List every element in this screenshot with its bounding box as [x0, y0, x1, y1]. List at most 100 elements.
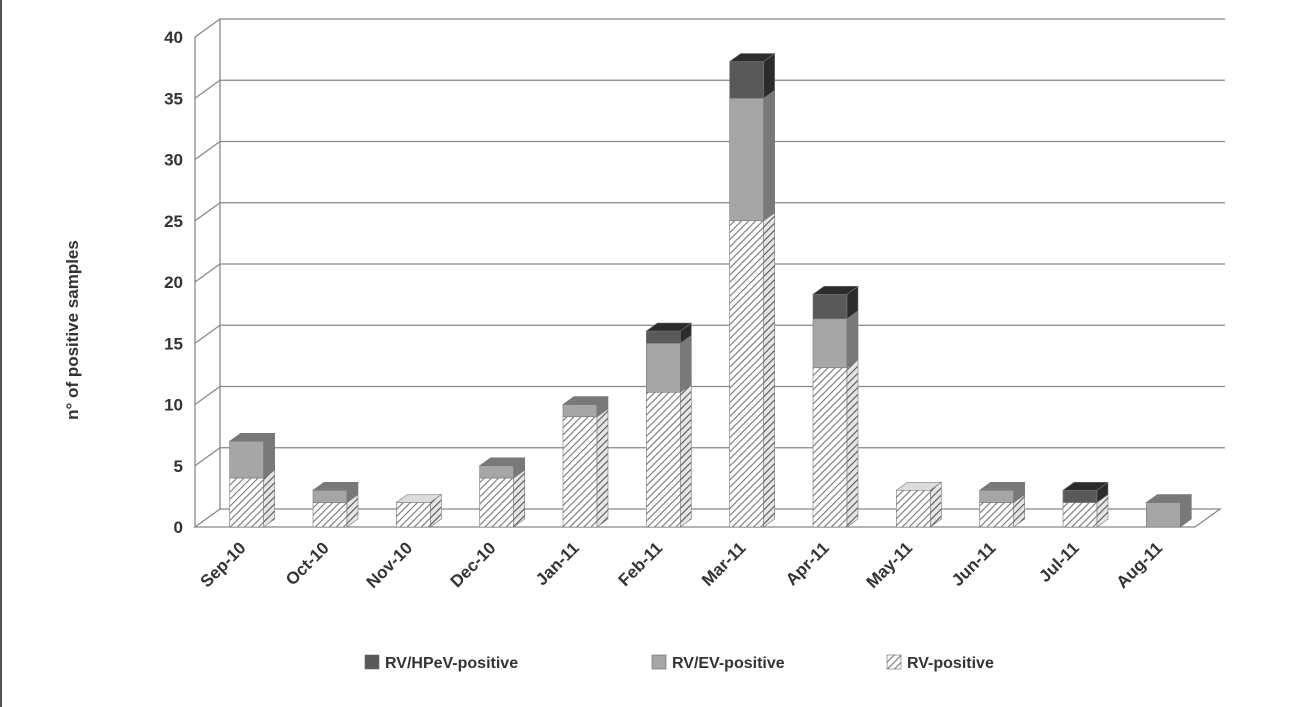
- x-tick-label: Aug-11: [1113, 538, 1167, 592]
- x-tick-label: Feb-11: [615, 538, 667, 590]
- x-tick-label: May-11: [863, 538, 917, 592]
- bar-group-oct-10: [312, 481, 359, 528]
- y-axis: 0 5 10 15 20 25 30 35 40: [164, 28, 183, 537]
- gridline: [194, 263, 1225, 283]
- bar-jun-11-rv-ev-positive: [979, 489, 1014, 503]
- x-tick-label: Jan-11: [532, 538, 583, 589]
- x-tick-label: Oct-10: [282, 538, 333, 589]
- x-tick-label: Jul-11: [1035, 538, 1083, 586]
- bar-group-may-11: [895, 481, 943, 528]
- bar-feb-11-rv-hpev-positive: [646, 330, 681, 344]
- bar-mar-11-rv-hpev-positive-top: [728, 53, 776, 62]
- bar-group-aug-11: [1145, 493, 1193, 528]
- bar-dec-10-rv-positive: [479, 477, 514, 528]
- bar-apr-11-rv-positive-side: [846, 359, 859, 528]
- y-tick-label: 10: [164, 396, 183, 415]
- x-tick-label: Nov-10: [363, 538, 417, 592]
- gridline: [194, 79, 1225, 99]
- bar-jun-11-rv-ev-positive-top: [978, 481, 1026, 491]
- y-tick-label: 25: [164, 212, 183, 231]
- legend-swatch-rv-hpev-positive: [364, 654, 380, 670]
- bar-dec-10-rv-ev-positive: [479, 465, 514, 479]
- gridline: [194, 202, 1225, 222]
- bar-jul-11-rv-hpev-positive-top: [1062, 481, 1109, 491]
- bar-jun-11-rv-positive: [979, 502, 1014, 528]
- y-tick-label: 5: [174, 457, 183, 476]
- bar-mar-11-rv-ev-positive-side: [763, 89, 775, 222]
- bar-group-sep-10: [228, 432, 276, 528]
- y-axis-label: n° of positive samples: [63, 240, 82, 420]
- bar-feb-11-rv-ev-positive: [646, 342, 681, 393]
- bar-group-jul-11: [1062, 481, 1109, 528]
- gridline: [194, 447, 1225, 467]
- bar-feb-11-rv-positive: [646, 391, 681, 528]
- bars: [228, 52, 1193, 528]
- bar-oct-10-rv-ev-positive: [312, 489, 348, 503]
- bar-mar-11-rv-hpev-positive: [729, 61, 764, 99]
- bar-group-mar-11: [728, 52, 776, 528]
- bar-jan-11-rv-ev-positive: [562, 404, 598, 418]
- bar-apr-11-rv-ev-positive-side: [846, 310, 859, 369]
- bar-oct-10-rv-positive: [312, 502, 348, 528]
- legend-swatch-rv-positive: [886, 654, 902, 670]
- y-tick-label: 15: [164, 334, 183, 353]
- page-border-left: [0, 0, 2, 707]
- bar-group-nov-10: [395, 493, 443, 528]
- legend-label-rv-positive: RV-positive: [907, 655, 994, 672]
- bar-dec-10-rv-positive-side: [513, 469, 525, 528]
- bar-oct-10-rv-ev-positive-top: [312, 481, 359, 491]
- bar-group-jan-11: [562, 395, 609, 528]
- bar-apr-11-rv-ev-positive: [812, 318, 848, 369]
- bar-feb-11-rv-positive-side: [680, 383, 692, 528]
- bar-apr-11-rv-hpev-positive-top: [812, 285, 859, 295]
- legend-label-rv-ev-positive: RV/EV-positive: [672, 655, 785, 672]
- bar-mar-11-rv-positive-side: [763, 212, 775, 528]
- x-tick-label: Mar-11: [698, 538, 750, 590]
- bar-sep-10-rv-ev-positive-top: [228, 432, 276, 442]
- bar-aug-11-rv-ev-positive: [1146, 502, 1181, 528]
- legend-swatch-rv-ev-positive: [651, 654, 667, 670]
- bar-jan-11-rv-positive-side: [596, 408, 609, 528]
- bar-dec-10-rv-ev-positive-top: [478, 457, 526, 467]
- bar-group-jun-11: [978, 481, 1026, 528]
- bar-nov-10-rv-positive: [396, 502, 431, 528]
- floor: [192, 508, 1223, 528]
- bar-apr-11-rv-positive: [812, 367, 848, 528]
- y-tick-label: 0: [174, 518, 183, 537]
- bar-feb-11-rv-ev-positive-side: [680, 334, 692, 393]
- gridline: [194, 140, 1225, 161]
- y-tick-label: 35: [164, 89, 183, 108]
- legend: RV/HPeV-positive RV/EV-positive RV-positiv…: [364, 654, 994, 672]
- bar-sep-10-rv-ev-positive: [229, 440, 264, 479]
- bar-apr-11-rv-hpev-positive: [812, 293, 848, 320]
- bar-group-apr-11: [812, 285, 859, 528]
- bar-mar-11-rv-positive: [729, 220, 764, 528]
- bar-group-dec-10: [478, 457, 526, 528]
- bar-feb-11-rv-hpev-positive-top: [645, 322, 693, 332]
- x-tick-label: Sep-10: [197, 538, 250, 591]
- bar-jan-11-rv-ev-positive-top: [562, 396, 609, 405]
- bar-may-11-rv-positive: [896, 489, 931, 528]
- x-tick-label: Jun-11: [948, 538, 1000, 590]
- chart-walls: [192, 19, 1223, 528]
- bar-may-11-rv-positive-top: [895, 481, 943, 491]
- bar-nov-10-rv-positive-top: [395, 494, 443, 503]
- gridline: [194, 18, 1225, 38]
- x-tick-label: Apr-11: [782, 538, 833, 589]
- bar-jan-11-rv-positive: [562, 416, 598, 528]
- x-tick-label: Dec-10: [447, 538, 500, 591]
- bar-sep-10-rv-positive: [229, 477, 264, 528]
- bar-jul-11-rv-hpev-positive: [1062, 489, 1098, 503]
- grid-lines: [194, 18, 1225, 467]
- legend-label-rv-hpev-positive: RV/HPeV-positive: [385, 655, 518, 672]
- y-tick-label: 40: [164, 28, 183, 47]
- bar-group-feb-11: [645, 322, 693, 528]
- bar-jul-11-rv-positive: [1062, 502, 1098, 528]
- bar-aug-11-rv-ev-positive-top: [1145, 494, 1193, 503]
- y-tick-label: 20: [164, 273, 183, 292]
- gridline: [194, 385, 1225, 406]
- bar-mar-11-rv-ev-positive: [729, 97, 764, 222]
- gridline: [194, 324, 1225, 344]
- y-tick-label: 30: [164, 151, 183, 170]
